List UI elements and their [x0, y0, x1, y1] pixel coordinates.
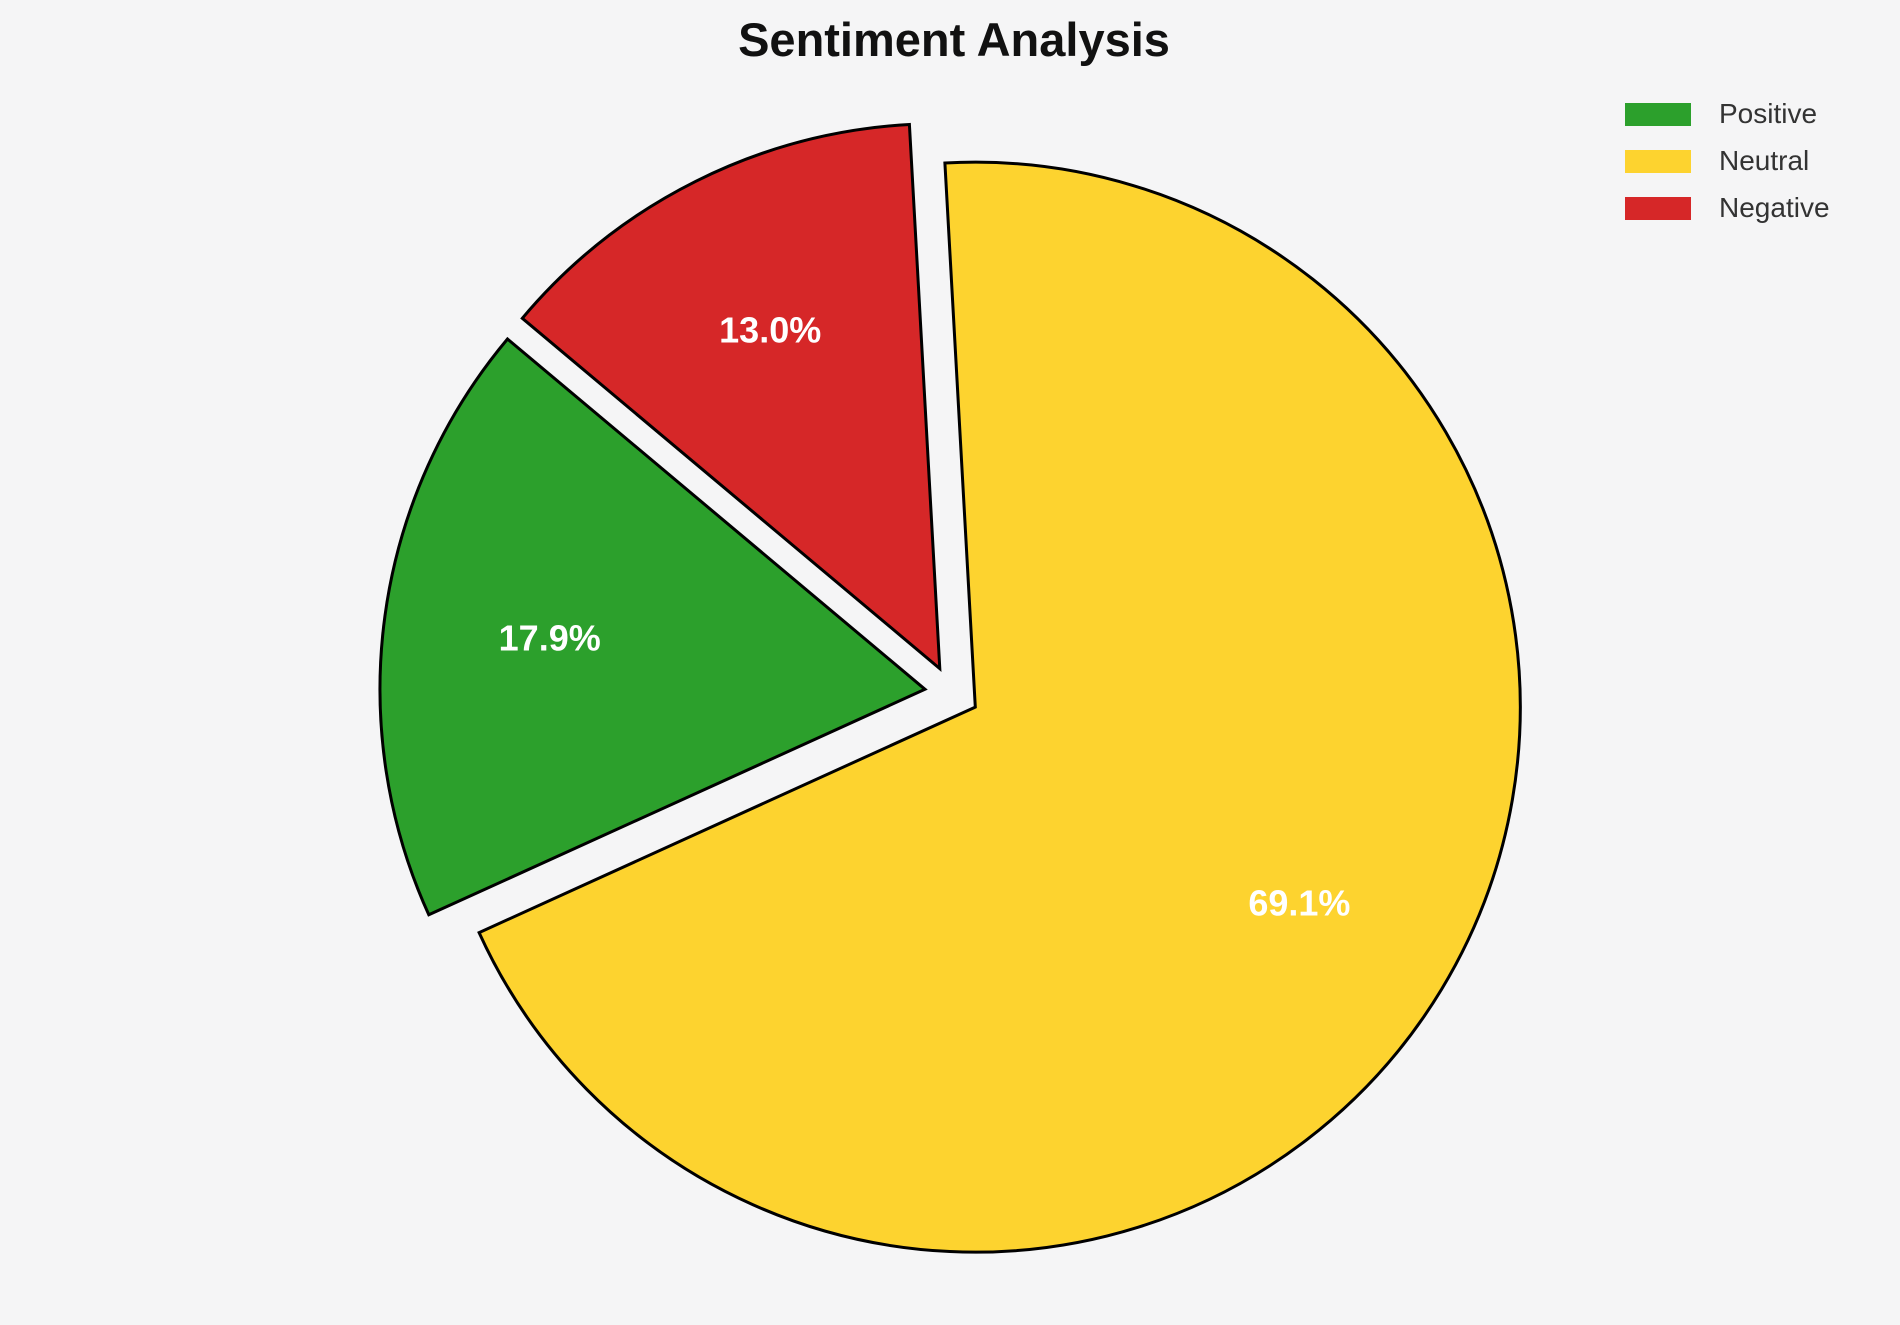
legend-item-neutral: Neutral: [1625, 145, 1830, 176]
legend-label-negative: Negative: [1719, 192, 1830, 223]
legend: Positive Neutral Negative: [1625, 98, 1830, 223]
chart-title: Sentiment Analysis: [738, 13, 1170, 66]
legend-label-neutral: Neutral: [1719, 145, 1810, 176]
legend-swatch-negative: [1625, 196, 1691, 220]
pie-slice-negative: [520, 122, 942, 672]
pie-slice-positive: [378, 336, 928, 917]
legend-item-positive: Positive: [1625, 98, 1830, 129]
pie-pct-label-positive: 17.9%: [499, 618, 601, 659]
legend-swatch-neutral: [1625, 149, 1691, 173]
pie-slice-neutral: [477, 160, 1522, 1254]
legend-item-negative: Negative: [1625, 192, 1830, 223]
pie-pct-label-negative: 13.0%: [719, 310, 821, 351]
legend-label-positive: Positive: [1719, 98, 1818, 129]
legend-swatch-positive: [1625, 102, 1691, 126]
pie-pct-label-neutral: 69.1%: [1248, 883, 1350, 924]
